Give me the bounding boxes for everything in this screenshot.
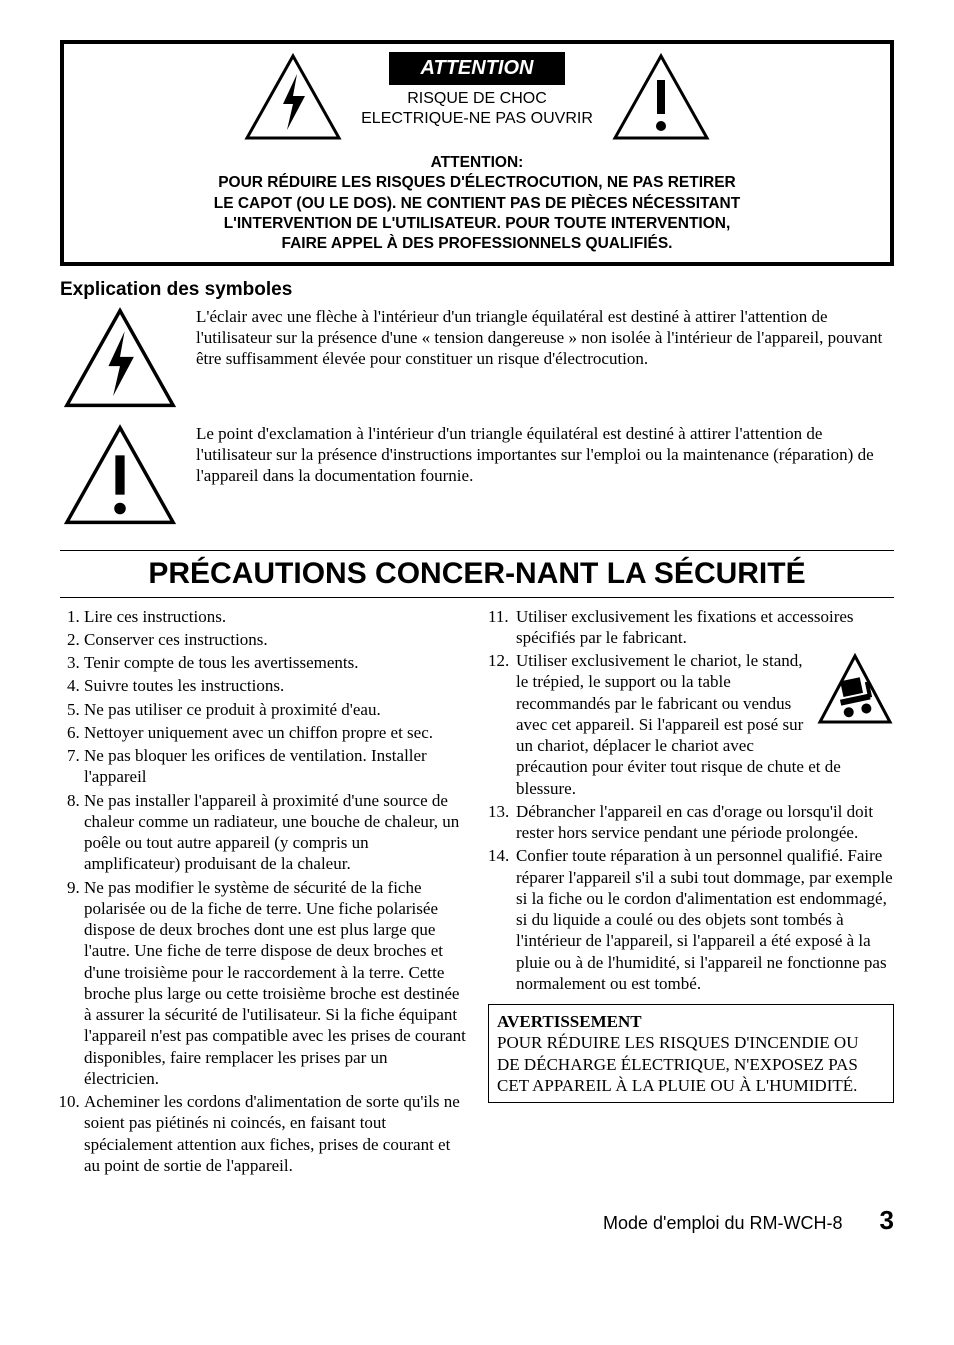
precaution-item: Ne pas utiliser ce produit à proximité d…	[84, 699, 466, 720]
precaution-item: Ne pas bloquer les orifices de ventilati…	[84, 745, 466, 788]
precautions-columns: Lire ces instructions. Conserver ces ins…	[60, 606, 894, 1179]
attention-line-4: L'INTERVENTION DE L'UTILISATEUR. POUR TO…	[76, 214, 878, 234]
avertissement-body: POUR RÉDUIRE LES RISQUES D'INCENDIE OU D…	[497, 1032, 885, 1096]
attention-line-1: ATTENTION:	[76, 153, 878, 173]
avertissement-box: AVERTISSEMENT POUR RÉDUIRE LES RISQUES D…	[488, 1004, 894, 1103]
precaution-item: Nettoyer uniquement avec un chiffon prop…	[84, 722, 466, 743]
precaution-item: Suivre toutes les instructions.	[84, 675, 466, 696]
attention-line-5: FAIRE APPEL À DES PROFESSIONNELS QUALIFI…	[76, 234, 878, 254]
precautions-list-right: Utiliser exclusivement les fixations et …	[488, 606, 894, 995]
attention-line-2: POUR RÉDUIRE LES RISQUES D'ÉLECTROCUTION…	[76, 173, 878, 193]
precautions-list-left: Lire ces instructions. Conserver ces ins…	[60, 606, 466, 1177]
page-number: 3	[880, 1205, 894, 1235]
exclaim-explanation: Le point d'exclamation à l'intérieur d'u…	[196, 423, 894, 487]
precautions-col-right: Utiliser exclusivement les fixations et …	[488, 606, 894, 1179]
precaution-item: Confier toute réparation à un personnel …	[488, 845, 894, 994]
exclaim-triangle-icon	[611, 52, 711, 147]
attention-bottom-text: ATTENTION: POUR RÉDUIRE LES RISQUES D'ÉL…	[76, 153, 878, 254]
precaution-item: Utiliser exclusivement les fixations et …	[488, 606, 894, 649]
precaution-item: Ne pas modifier le système de sécurité d…	[84, 877, 466, 1090]
bolt-triangle-icon	[60, 306, 180, 415]
risk-line-2: ELECTRIQUE-NE PAS OUVRIR	[361, 109, 593, 129]
symbol-row-bolt: L'éclair avec une flèche à l'intérieur d…	[60, 306, 894, 415]
precautions-col-left: Lire ces instructions. Conserver ces ins…	[60, 606, 466, 1179]
precaution-item: Lire ces instructions.	[84, 606, 466, 627]
precaution-item: Acheminer les cordons d'alimentation de …	[84, 1091, 466, 1176]
cart-tip-icon	[816, 652, 894, 735]
exclaim-triangle-icon	[60, 423, 180, 532]
precaution-item: Tenir compte de tous les avertissements.	[84, 652, 466, 673]
precaution-item: Ne pas installer l'appareil à proximité …	[84, 790, 466, 875]
footer-text: Mode d'emploi du RM-WCH-8	[603, 1213, 843, 1233]
precaution-item: Débrancher l'appareil en cas d'orage ou …	[488, 801, 894, 844]
bolt-triangle-icon	[243, 52, 343, 147]
precaution-item: Conserver ces instructions.	[84, 629, 466, 650]
symbols-heading: Explication des symboles	[60, 278, 894, 302]
bolt-explanation: L'éclair avec une flèche à l'intérieur d…	[196, 306, 894, 370]
attention-box: ATTENTION RISQUE DE CHOC ELECTRIQUE-NE P…	[60, 40, 894, 266]
page-title: PRÉCAUTIONS CONCER-NANT LA SÉCURITÉ	[60, 550, 894, 598]
precaution-item: Utiliser exclusivement le chariot, le st…	[488, 650, 894, 799]
precaution-item-text: Utiliser exclusivement le chariot, le st…	[516, 651, 841, 798]
avertissement-heading: AVERTISSEMENT	[497, 1011, 885, 1032]
attention-center: ATTENTION RISQUE DE CHOC ELECTRIQUE-NE P…	[361, 52, 593, 147]
page-footer: Mode d'emploi du RM-WCH-8 3	[60, 1204, 894, 1237]
attention-top-row: ATTENTION RISQUE DE CHOC ELECTRIQUE-NE P…	[76, 52, 878, 147]
symbol-row-exclaim: Le point d'exclamation à l'intérieur d'u…	[60, 423, 894, 532]
attention-line-3: LE CAPOT (OU LE DOS). NE CONTIENT PAS DE…	[76, 194, 878, 214]
attention-badge: ATTENTION	[389, 52, 566, 85]
risk-line-1: RISQUE DE CHOC	[361, 89, 593, 109]
